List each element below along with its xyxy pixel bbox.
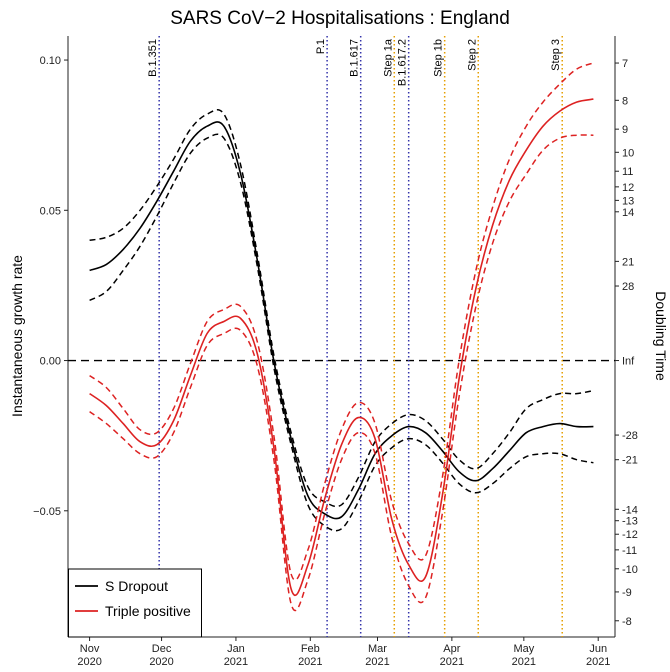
y-tick-label: 0.10 xyxy=(40,55,61,67)
x-tick-label: Dec 2020 xyxy=(149,643,173,668)
y2-tick-label: -21 xyxy=(622,455,638,467)
marker-label: B.1.617.2 xyxy=(397,39,409,86)
band-line xyxy=(89,134,594,612)
y2-tick-label: 10 xyxy=(622,147,634,159)
y2-tick-label: -12 xyxy=(622,529,638,541)
y2-tick-label: 21 xyxy=(622,256,634,268)
x-tick-label: Feb 2021 xyxy=(298,643,322,668)
y2-tick-label: -14 xyxy=(622,504,638,516)
y2-axis-label: Doubling Time xyxy=(653,291,669,381)
y2-tick-label: 8 xyxy=(622,95,628,107)
marker-label: Step 1a xyxy=(382,38,394,77)
series-line xyxy=(89,98,594,597)
marker-label: Step 1b xyxy=(433,39,445,77)
y2-tick-label: 7 xyxy=(622,58,628,70)
legend-box xyxy=(68,568,202,638)
x-tick-label: Nov 2020 xyxy=(77,643,101,668)
marker-label: Step 3 xyxy=(550,39,562,71)
y2-tick-label: 9 xyxy=(622,124,628,136)
marker-label: P.1 xyxy=(315,39,327,54)
legend-label: S Dropout xyxy=(105,578,168,594)
series-line xyxy=(89,121,594,520)
y2-tick-label: -28 xyxy=(622,430,638,442)
legend-label: Triple positive xyxy=(105,603,191,619)
legend: S Dropout Triple positive xyxy=(68,568,202,638)
y-axis-label: Instantaneous growth rate xyxy=(9,255,25,417)
marker-label: Step 2 xyxy=(466,39,478,71)
x-tick-label: May 2021 xyxy=(512,643,536,668)
x-tick-label: Jan 2021 xyxy=(224,643,248,668)
y2-tick-label: -13 xyxy=(622,516,638,528)
x-tick-label: Jun 2021 xyxy=(586,643,610,668)
band-line xyxy=(89,108,594,508)
y2-tick-label: 13 xyxy=(622,195,634,207)
marker-label: B.1.617 xyxy=(349,39,361,77)
x-tick-label: Apr 2021 xyxy=(440,643,464,668)
x-tick-label: Mar 2021 xyxy=(365,643,389,668)
chart-title: SARS CoV−2 Hospitalisations : England xyxy=(170,8,510,29)
band-line xyxy=(89,133,594,532)
y2-tick-label: 14 xyxy=(622,207,634,219)
y2-tick-label: -11 xyxy=(622,545,637,557)
marker-label: B.1.351 xyxy=(147,39,159,77)
y-tick-label: 0.00 xyxy=(40,356,61,368)
y2-tick-label: Inf xyxy=(622,356,635,368)
y2-tick-label: 28 xyxy=(622,281,634,293)
band-line xyxy=(89,62,594,581)
y-tick-label: −0.05 xyxy=(33,506,61,518)
y-tick-label: 0.05 xyxy=(40,205,61,217)
y2-tick-label: -10 xyxy=(622,564,638,576)
y2-tick-label: -9 xyxy=(622,587,632,599)
y2-tick-label: 11 xyxy=(622,166,633,178)
y2-tick-label: -8 xyxy=(622,616,632,628)
y2-tick-label: 12 xyxy=(622,182,634,194)
